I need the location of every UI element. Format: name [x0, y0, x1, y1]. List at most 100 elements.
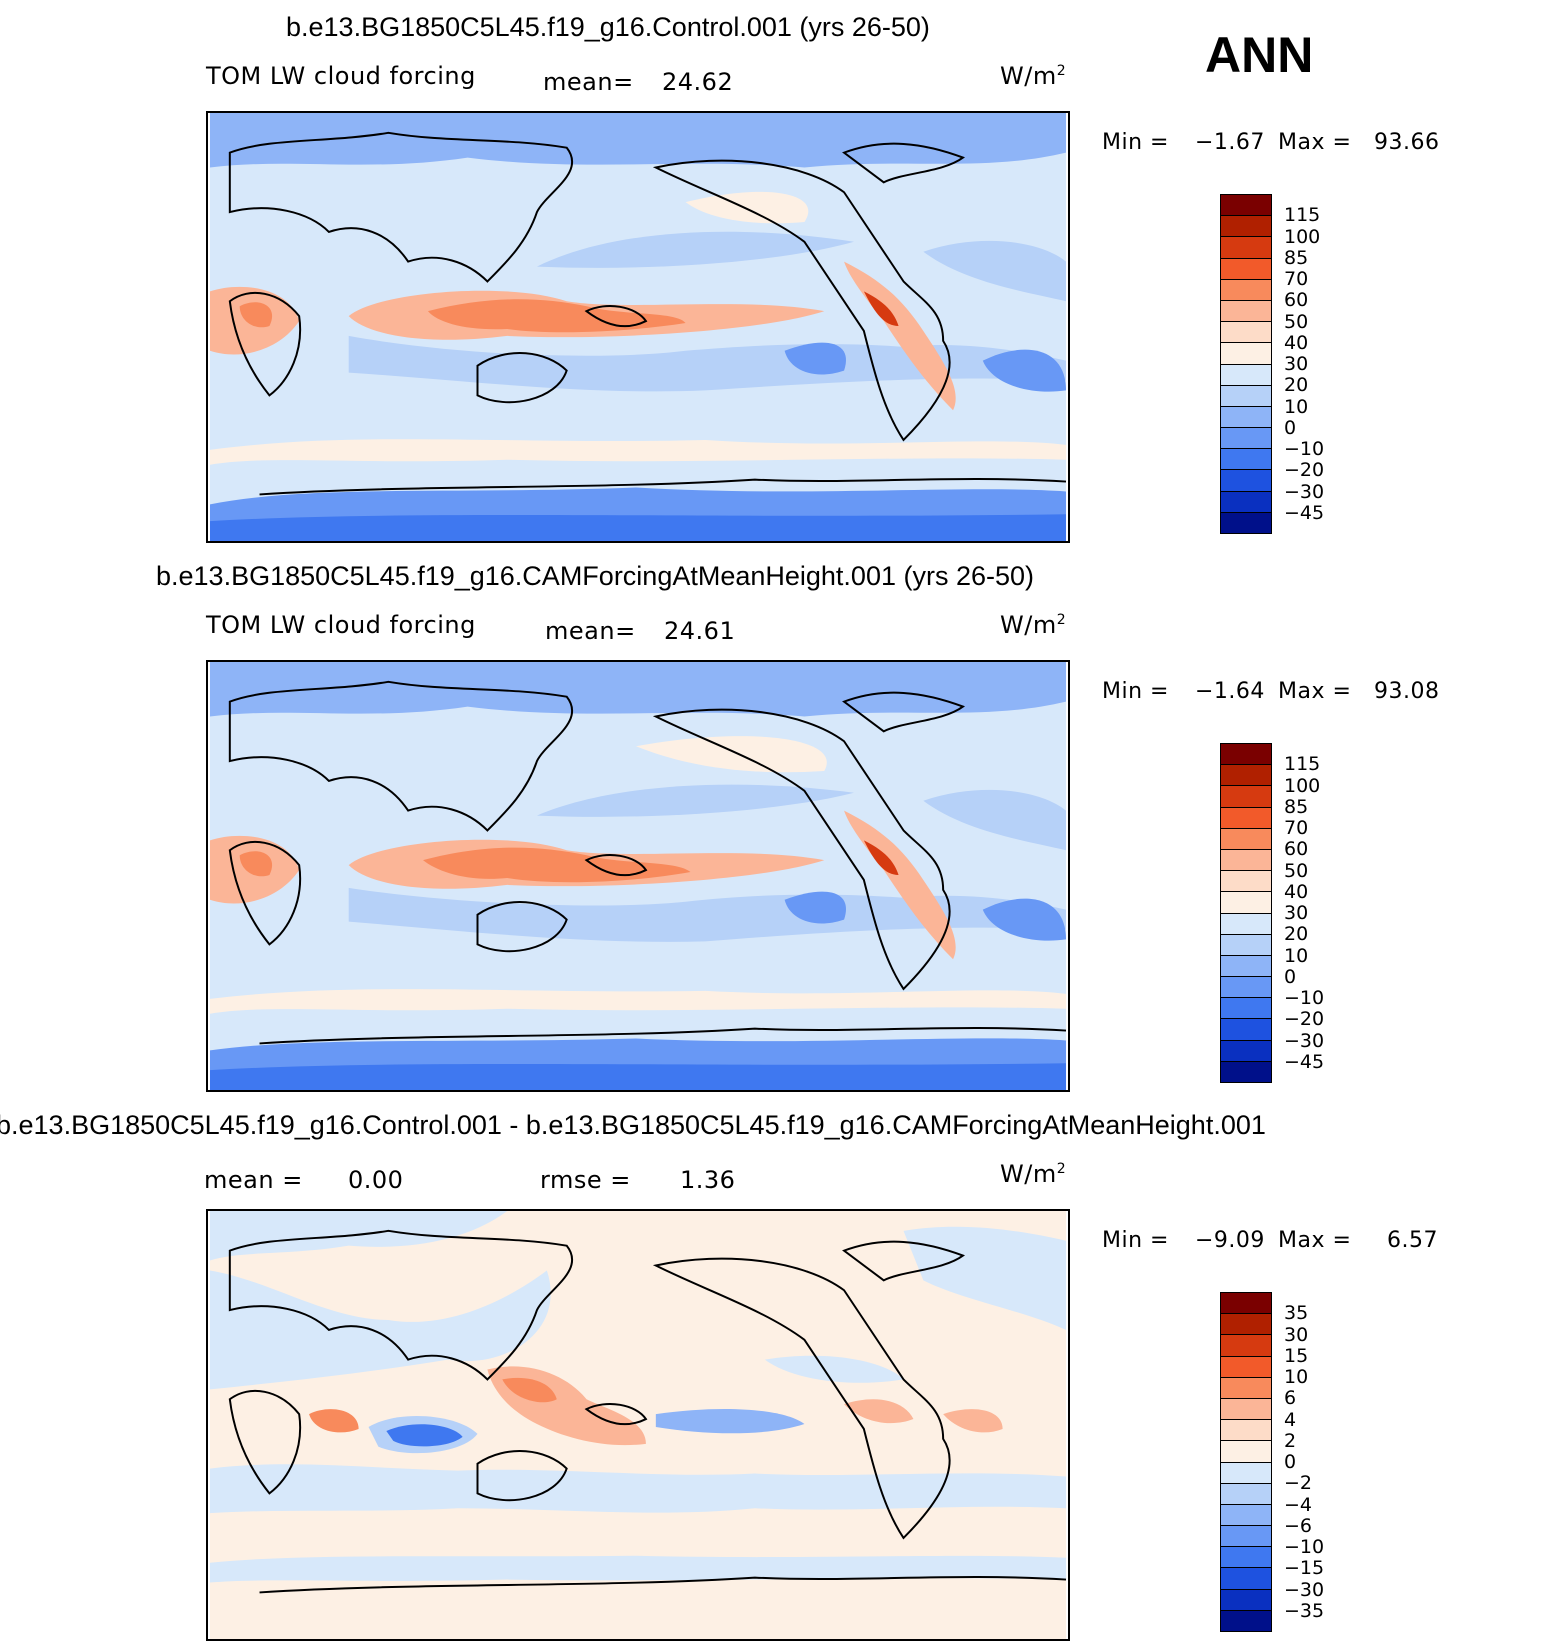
colorbar-tick-label: 30	[1284, 1323, 1309, 1346]
colorbar-tick-label: 10	[1284, 944, 1309, 967]
panel-2-min-value: −1.64	[1195, 679, 1265, 704]
panel-1-stat1-value: 24.62	[662, 68, 734, 96]
colorbar-tick-label: −15	[1284, 1557, 1325, 1580]
panel-1-variable: TOM LW cloud forcing	[206, 62, 476, 90]
colorbar-swatch	[1221, 871, 1271, 893]
panel-3-max-label: Max =	[1278, 1228, 1352, 1253]
panel-3-min-label: Min =	[1102, 1228, 1169, 1253]
colorbar-swatch	[1221, 1314, 1271, 1336]
colorbar-tick-label: 115	[1284, 753, 1321, 776]
colorbar-tick-label: −2	[1284, 1472, 1313, 1495]
colorbar-tick-label: 100	[1284, 774, 1321, 797]
panel-2-max-value: 93.08	[1374, 679, 1440, 704]
colorbar-tick-label: 0	[1284, 965, 1297, 988]
colorbar-tick-label: −30	[1284, 1029, 1325, 1052]
panel-1-unit: W/m2	[1000, 62, 1067, 90]
colorbar-tick-label: −20	[1284, 1008, 1325, 1031]
colorbar-swatch	[1221, 428, 1271, 450]
colorbar-tick-label: 6	[1284, 1387, 1297, 1410]
colorbar-tick-label: 85	[1284, 246, 1309, 269]
colorbar-tick-label: −45	[1284, 501, 1325, 524]
colorbar-tick-label: −35	[1284, 1599, 1325, 1622]
colorbar-swatch	[1221, 491, 1271, 513]
colorbar-swatch	[1221, 237, 1271, 259]
panel-2-unit: W/m2	[1000, 611, 1067, 639]
colorbar-swatch	[1221, 1589, 1271, 1611]
panel-3-stat1-label: mean =	[204, 1166, 303, 1194]
colorbar-swatch	[1221, 913, 1271, 935]
colorbar-tick-label: 100	[1284, 225, 1321, 248]
colorbar-tick-label: −20	[1284, 459, 1325, 482]
panel-3-title: b.e13.BG1850C5L45.f19_g16.Control.001 - …	[0, 1110, 1266, 1140]
panel-2-title: b.e13.BG1850C5L45.f19_g16.CAMForcingAtMe…	[156, 561, 1035, 591]
colorbar-swatch	[1221, 934, 1271, 956]
colorbar-tick-label: 50	[1284, 310, 1309, 333]
colorbar-tick-label: 85	[1284, 795, 1309, 818]
colorbar-swatch	[1221, 828, 1271, 850]
colorbar-swatch	[1221, 1610, 1271, 1631]
panel-2-colorbar	[1220, 743, 1272, 1083]
colorbar-tick-label: −30	[1284, 1578, 1325, 1601]
colorbar-swatch	[1221, 1568, 1271, 1590]
colorbar-swatch	[1221, 1504, 1271, 1527]
colorbar-tick-label: −4	[1284, 1493, 1313, 1516]
colorbar-tick-label: 60	[1284, 838, 1309, 861]
colorbar-swatch	[1221, 786, 1271, 808]
colorbar-tick-label: 40	[1284, 880, 1309, 903]
colorbar-swatch	[1221, 406, 1271, 429]
colorbar-swatch	[1221, 998, 1271, 1020]
panel-2-stat1-value: 24.61	[664, 617, 736, 645]
colorbar-tick-label: 50	[1284, 859, 1309, 882]
colorbar-swatch	[1221, 892, 1271, 914]
colorbar-swatch	[1221, 977, 1271, 999]
colorbar-tick-label: 70	[1284, 268, 1309, 290]
colorbar-swatch	[1221, 385, 1271, 407]
colorbar-tick-label: 20	[1284, 374, 1309, 397]
colorbar-swatch	[1221, 512, 1271, 533]
colorbar-tick-label: −10	[1284, 438, 1325, 460]
colorbar-swatch	[1221, 449, 1271, 471]
colorbar-swatch	[1221, 470, 1271, 492]
colorbar-swatch	[1221, 279, 1271, 301]
colorbar-tick-label: −45	[1284, 1050, 1325, 1073]
colorbar-tick-label: 0	[1284, 416, 1297, 439]
colorbar-swatch	[1221, 1040, 1271, 1062]
colorbar-swatch	[1221, 807, 1271, 829]
colorbar-swatch	[1221, 195, 1271, 217]
panel-3-stat1-value: 0.00	[348, 1166, 404, 1194]
colorbar-tick-label: 10	[1284, 395, 1309, 418]
colorbar-swatch	[1221, 765, 1271, 787]
colorbar-swatch	[1221, 364, 1271, 386]
colorbar-tick-label: 0	[1284, 1451, 1297, 1473]
panel-3-colorbar	[1220, 1292, 1272, 1632]
colorbar-tick-label: 4	[1284, 1408, 1297, 1431]
colorbar-swatch	[1221, 955, 1271, 978]
colorbar-tick-label: −30	[1284, 480, 1325, 503]
panel-1-min-label: Min =	[1102, 130, 1169, 155]
colorbar-tick-label: 115	[1284, 204, 1321, 227]
panel-1-title: b.e13.BG1850C5L45.f19_g16.Control.001 (y…	[286, 12, 930, 42]
panel-2-max-label: Max =	[1278, 679, 1352, 704]
colorbar-swatch	[1221, 258, 1271, 280]
colorbar-tick-label: 20	[1284, 923, 1309, 946]
colorbar-tick-label: 30	[1284, 902, 1309, 924]
colorbar-swatch	[1221, 1441, 1271, 1463]
colorbar-tick-label: 60	[1284, 289, 1309, 312]
colorbar-tick-label: 15	[1284, 1344, 1309, 1367]
panel-1-max-value: 93.66	[1374, 130, 1440, 155]
colorbar-swatch	[1221, 1061, 1271, 1082]
panel-2-min-label: Min =	[1102, 679, 1169, 704]
colorbar-swatch	[1221, 1462, 1271, 1484]
colorbar-swatch	[1221, 1420, 1271, 1442]
panel-1-stat1-label: mean=	[543, 68, 634, 96]
colorbar-swatch	[1221, 216, 1271, 238]
panel-3-stat2-value: 1.36	[680, 1166, 736, 1194]
panel-3-stat2-label: rmse =	[540, 1166, 631, 1194]
colorbar-swatch	[1221, 849, 1271, 872]
season-label: ANN	[1205, 27, 1314, 83]
colorbar-tick-label: −10	[1284, 987, 1325, 1009]
colorbar-tick-label: 10	[1284, 1366, 1309, 1388]
colorbar-swatch	[1221, 322, 1271, 344]
colorbar-tick-label: −10	[1284, 1536, 1325, 1558]
panel-1-colorbar	[1220, 194, 1272, 534]
